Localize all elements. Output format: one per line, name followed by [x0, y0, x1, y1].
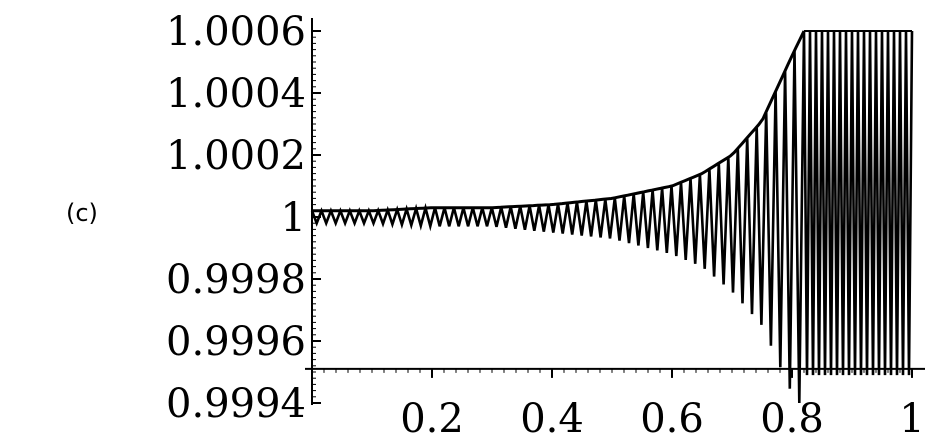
x-tick-label: 0.6: [640, 396, 704, 442]
x-axis: 0.2 0.4 0.6 0.8 1: [305, 367, 925, 442]
panel-label: (c): [66, 199, 98, 227]
y-tick-label: 0.9996: [166, 319, 306, 365]
x-tick-label: 0.2: [400, 396, 464, 442]
y-tick-label: 1.0004: [166, 71, 306, 117]
x-tick-label: 0.4: [520, 396, 584, 442]
y-axis: 0.9994 0.9996 0.9998 1 1.0002 1.0004 1.0006: [166, 9, 321, 427]
plot-area: [310, 30, 914, 404]
oscillation-series-line: [310, 30, 914, 404]
envelope-series-line: [312, 30, 806, 213]
y-tick-label: 0.9994: [166, 381, 306, 427]
y-tick-label: 1.0006: [166, 9, 306, 55]
y-tick-label: 0.9998: [166, 257, 306, 303]
y-tick-label: 1.0002: [166, 133, 306, 179]
x-tick-label: 0.8: [760, 396, 824, 442]
y-tick-label: 1: [281, 195, 306, 241]
x-tick-label: 1: [899, 396, 924, 442]
